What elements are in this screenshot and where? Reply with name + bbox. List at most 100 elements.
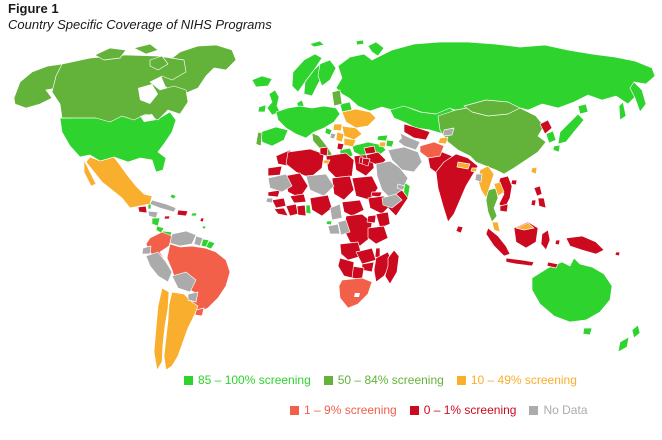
malaysia-borneo [515, 222, 535, 231]
north-korea [539, 119, 553, 135]
regions-50-84 [13, 43, 547, 223]
japan-hokkaido [577, 103, 589, 115]
iran [387, 146, 423, 173]
timor [546, 261, 559, 269]
svalbard [309, 40, 325, 48]
benin-togo [305, 204, 312, 215]
sulawesi [540, 229, 551, 251]
angola [339, 241, 363, 261]
nepal [456, 161, 471, 170]
legend-label-0-1: 0 – 1% screening [423, 403, 517, 417]
niger [305, 173, 335, 197]
legend-swatch-85-100 [184, 375, 193, 385]
australia [531, 257, 613, 323]
chile [153, 287, 170, 371]
canadian-arctic-islands-east [133, 43, 159, 55]
legend-row-bottom: 1 – 9% screening 0 – 1% screening No Dat… [290, 403, 601, 417]
chad [331, 175, 355, 201]
hudson-bay [138, 84, 158, 104]
legend-swatch-10-49 [456, 375, 466, 385]
solomon-islands [614, 251, 621, 257]
peru [145, 251, 173, 283]
senegal [267, 189, 281, 198]
french-guiana [205, 240, 216, 250]
new-zealand-south [617, 336, 630, 353]
namibia [337, 257, 355, 279]
cambodia [499, 203, 509, 213]
uae [396, 183, 406, 191]
portugal [255, 131, 263, 147]
legend-row-top: 85 – 100% screening 50 – 84% screening 1… [184, 373, 590, 387]
lesotho [354, 293, 360, 297]
argentina [163, 291, 199, 371]
georgia [376, 134, 389, 142]
jamaica [163, 215, 171, 220]
guinea-bissau [265, 197, 274, 204]
nigeria [309, 194, 333, 217]
legend-item-1-9: 1 – 9% screening [290, 403, 397, 417]
mongolia [463, 99, 521, 117]
ukraine [341, 108, 377, 129]
bangladesh [474, 173, 483, 183]
guyana [193, 235, 204, 247]
philippines-mindanao [537, 197, 547, 209]
finland [317, 59, 337, 87]
sumatra [485, 227, 511, 257]
mauritania [267, 173, 293, 193]
guatemala [137, 205, 148, 214]
india [435, 153, 479, 223]
bolivia [171, 271, 197, 293]
paraguay [187, 291, 199, 303]
croatia [324, 127, 333, 136]
legend-label-85-100: 85 – 100% screening [198, 373, 311, 387]
azerbaijan [385, 139, 395, 148]
figure-label: Figure 1 [8, 1, 59, 16]
taiwan [530, 166, 538, 175]
congo [337, 219, 351, 236]
algeria [285, 148, 325, 179]
legend-item-10-49: 10 – 49% screening [456, 373, 577, 387]
central-african-republic [341, 199, 365, 217]
franz-josef-land [355, 39, 365, 46]
puerto-rico [190, 212, 198, 217]
ivory-coast [285, 203, 299, 217]
legend-label-50-84: 50 – 84% screening [337, 373, 444, 387]
canada [51, 54, 189, 123]
figure-header: Figure 1 Country Specific Coverage of NI… [8, 1, 272, 32]
kyrgyzstan [442, 127, 455, 137]
ghana [296, 204, 307, 217]
lesser-antilles-green [201, 225, 207, 230]
russia [335, 41, 656, 116]
philippines-visayas [530, 199, 537, 207]
bosnia [329, 132, 337, 140]
honduras [147, 210, 159, 219]
tanzania [367, 225, 389, 245]
albania-macedonia [336, 142, 345, 151]
kenya [375, 211, 391, 229]
new-zealand-north [631, 324, 641, 339]
uzbekistan [403, 123, 431, 141]
uganda [366, 214, 377, 224]
great-lakes [140, 114, 156, 122]
western-sahara [267, 165, 283, 177]
bulgaria [343, 137, 357, 148]
legend-label-1-9: 1 – 9% screening [304, 403, 397, 417]
canadian-arctic-islands-west [94, 47, 127, 61]
mexico [85, 156, 153, 209]
hungary [332, 123, 343, 132]
ecuador [141, 245, 152, 255]
kamchatka [629, 81, 647, 113]
legend-item-85-100: 85 – 100% screening [184, 373, 311, 387]
figure-title: Country Specific Coverage of NIHS Progra… [8, 17, 272, 32]
armenia [378, 141, 387, 148]
gabon [327, 223, 341, 235]
afghanistan [419, 141, 445, 159]
caspian-sea [391, 126, 402, 144]
hainan [510, 179, 518, 186]
mozambique [373, 251, 393, 283]
bahamas [169, 193, 177, 200]
japan-honshu [557, 113, 585, 145]
baltic-states [331, 89, 343, 107]
legend-item-0-1: 0 – 1% screening [409, 403, 517, 417]
lesser-antilles-red [199, 217, 205, 223]
